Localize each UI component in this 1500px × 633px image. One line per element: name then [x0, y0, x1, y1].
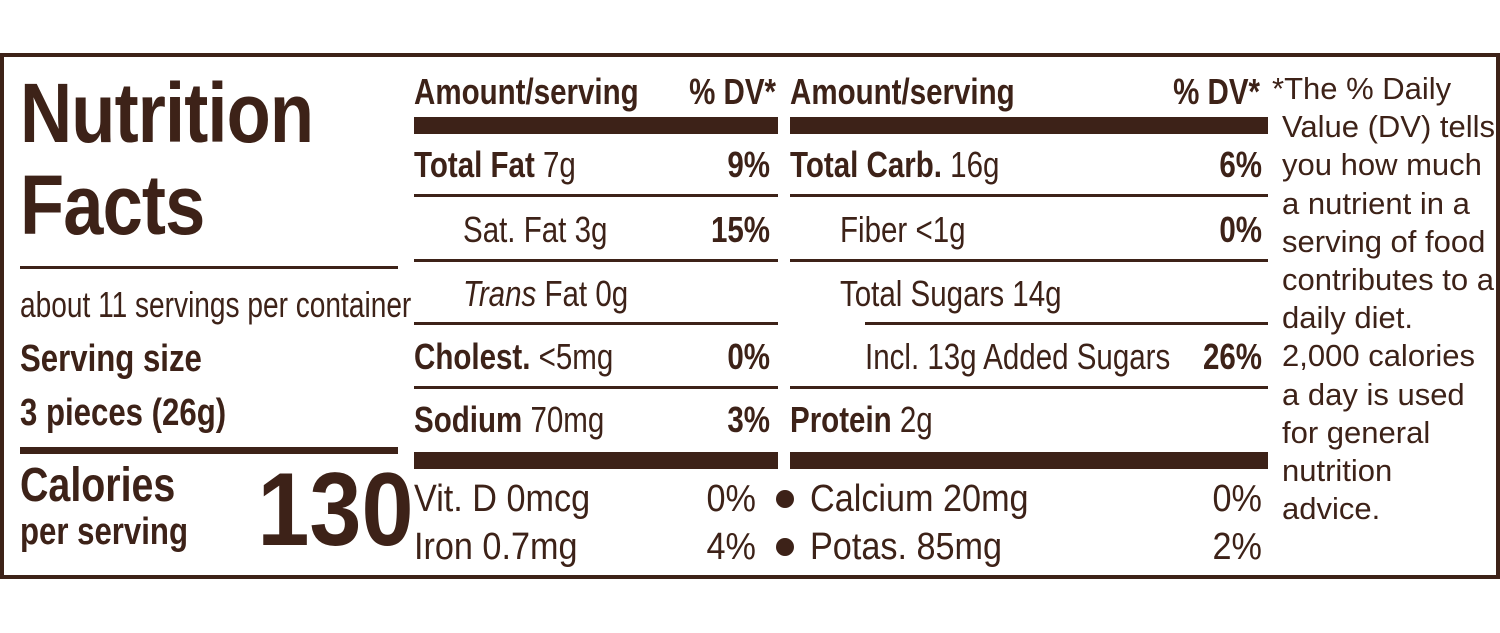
col1-header-dv: % DV*	[689, 71, 776, 112]
col2-header-dv: % DV*	[1173, 71, 1260, 112]
col2-bottom-bar	[790, 452, 1268, 469]
divider-title	[20, 266, 398, 269]
col1-dv-cholesterol: 0%	[727, 336, 770, 377]
col2-row-total-sugars: Total Sugars 14g	[840, 273, 1062, 314]
iron-dv: 4%	[706, 526, 756, 568]
footnote-line: serving of food	[1282, 223, 1486, 259]
bullet-dot	[776, 538, 794, 556]
col1-row-total-fat: Total Fat 7g	[414, 144, 576, 185]
col2-dv-added-sugars: 26%	[1202, 336, 1262, 377]
title-nutrition: Nutrition	[20, 66, 314, 160]
col1-dv-sodium: 3%	[727, 399, 770, 440]
col2-header-bar	[790, 117, 1268, 134]
serving-size-value: 3 pieces (26g)	[20, 392, 227, 434]
col1-rule-2	[414, 259, 778, 262]
serving-size-label: Serving size	[20, 338, 202, 380]
col1-rule-4	[414, 386, 778, 389]
footnote-line: *The % Daily	[1272, 71, 1452, 106]
col1-row-sodium: Sodium 70mg	[414, 399, 605, 440]
nutrition-facts-panel	[0, 53, 1500, 579]
title-facts: Facts	[20, 158, 205, 252]
col2-rule-1	[790, 194, 1268, 197]
col1-row-cholesterol: Cholest. <5mg	[414, 336, 614, 377]
calcium: Calcium 20mg	[810, 478, 1029, 520]
calcium-dv: 0%	[1212, 478, 1262, 520]
footnote-line: Value (DV) tells	[1282, 109, 1496, 145]
col1-rule-3	[414, 322, 778, 325]
footnote-line: contributes to a	[1282, 262, 1494, 298]
footnote: *The % Daily Value (DV) tells you how mu…	[1272, 70, 1495, 528]
col1-header-bar	[414, 117, 778, 134]
calories-label: Calories	[20, 459, 176, 512]
col1-row-trans-fat: Trans Fat 0g	[463, 273, 629, 314]
potassium-dv: 2%	[1212, 526, 1262, 568]
calories-sublabel: per serving	[20, 511, 188, 553]
col1-row-sat-fat: Sat. Fat 3g	[463, 209, 608, 250]
col2-row-protein: Protein 2g	[790, 399, 933, 440]
footnote-line: for general	[1282, 414, 1431, 450]
footnote-line: a day is used	[1282, 376, 1465, 412]
col2-dv-fiber: 0%	[1219, 209, 1262, 250]
col2-rule-4	[790, 386, 1268, 389]
col2-row-added-sugars: Incl. 13g Added Sugars	[865, 336, 1171, 377]
iron: Iron 0.7mg	[414, 526, 578, 568]
footnote-line: nutrition	[1282, 453, 1393, 489]
bullet-dot	[776, 490, 794, 508]
vitamin-d: Vit. D 0mcg	[414, 478, 591, 520]
col1-dv-sat-fat: 15%	[710, 209, 770, 250]
footnote-line: 2,000 calories	[1282, 338, 1476, 374]
col2-rule-3	[865, 322, 1268, 325]
footnote-line: daily diet.	[1282, 300, 1413, 336]
col2-row-total-carb: Total Carb. 16g	[790, 144, 1000, 185]
vitamin-d-dv: 0%	[706, 478, 756, 520]
col2-row-fiber: Fiber <1g	[840, 209, 966, 250]
col1-header-amount: Amount/serving	[414, 71, 639, 112]
calories-value: 130	[257, 452, 414, 568]
divider-calories	[20, 447, 398, 454]
col1-rule-1	[414, 194, 778, 197]
footnote-line: advice.	[1282, 491, 1381, 527]
footnote-line: you how much	[1282, 147, 1482, 183]
col2-rule-2	[790, 259, 1268, 262]
potassium: Potas. 85mg	[810, 526, 1003, 568]
col1-bottom-bar	[414, 452, 778, 469]
footnote-line: a nutrient in a	[1282, 185, 1470, 221]
col1-dv-total-fat: 9%	[727, 144, 770, 185]
col2-header-amount: Amount/serving	[790, 71, 1015, 112]
col2-dv-total-carb: 6%	[1219, 144, 1262, 185]
servings-per-container: about 11 servings per container	[20, 284, 412, 325]
